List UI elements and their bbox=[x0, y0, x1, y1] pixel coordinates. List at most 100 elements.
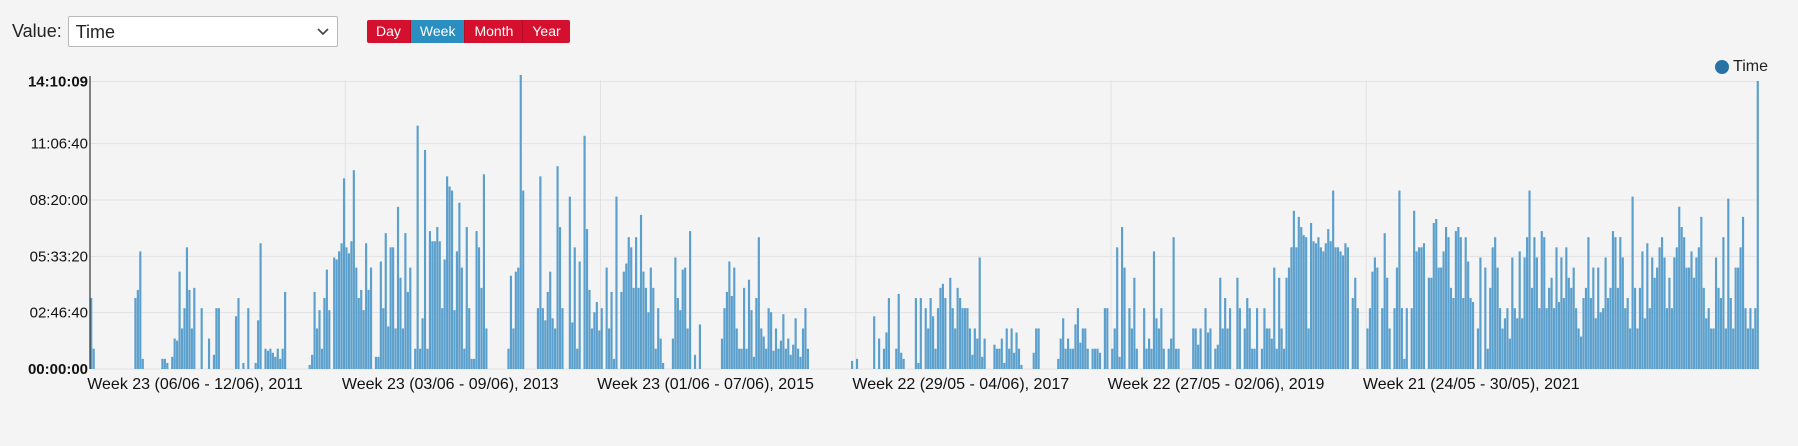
bar bbox=[1339, 251, 1342, 369]
bar bbox=[608, 328, 611, 369]
bar bbox=[1491, 247, 1494, 369]
bar bbox=[1008, 348, 1011, 369]
bar bbox=[585, 229, 589, 369]
bar bbox=[873, 316, 876, 369]
bar bbox=[1020, 364, 1023, 369]
bar bbox=[242, 362, 245, 369]
bar bbox=[1467, 261, 1470, 369]
bar bbox=[1096, 348, 1099, 369]
bar bbox=[743, 287, 746, 369]
bar bbox=[1270, 338, 1273, 369]
bar bbox=[674, 257, 677, 369]
bar bbox=[1457, 227, 1460, 369]
bar bbox=[956, 287, 959, 369]
bar bbox=[1319, 247, 1322, 369]
bar bbox=[360, 289, 363, 369]
bar bbox=[961, 308, 964, 369]
bar bbox=[1275, 348, 1278, 369]
bar bbox=[981, 356, 984, 369]
bar bbox=[1521, 318, 1524, 369]
bar bbox=[578, 261, 581, 369]
bar bbox=[1280, 328, 1283, 369]
bar bbox=[1545, 308, 1548, 369]
year-button[interactable]: Year bbox=[523, 20, 570, 43]
bar bbox=[1692, 277, 1696, 369]
bar bbox=[1405, 308, 1408, 369]
bar bbox=[1111, 348, 1114, 369]
bar bbox=[374, 356, 378, 369]
month-button[interactable]: Month bbox=[465, 20, 524, 43]
bar bbox=[973, 328, 976, 369]
bar bbox=[1287, 267, 1291, 369]
bar bbox=[1501, 328, 1504, 369]
bar bbox=[1614, 237, 1617, 369]
bar bbox=[1255, 308, 1259, 369]
bar bbox=[1334, 247, 1337, 369]
bar bbox=[473, 358, 476, 369]
bar bbox=[760, 328, 763, 369]
y-tick-label: 05:33:20 bbox=[30, 248, 88, 265]
bar bbox=[1437, 267, 1440, 369]
bar bbox=[1059, 338, 1062, 369]
bar bbox=[1246, 298, 1249, 369]
bar bbox=[1417, 247, 1421, 369]
bar bbox=[421, 318, 424, 369]
bar bbox=[1263, 308, 1266, 369]
week-button[interactable]: Week bbox=[410, 20, 466, 43]
bar bbox=[1162, 348, 1165, 369]
bar bbox=[752, 356, 755, 369]
bar bbox=[347, 253, 351, 369]
bar bbox=[1570, 287, 1573, 369]
bar bbox=[1508, 338, 1511, 369]
bar bbox=[1660, 237, 1664, 369]
bar bbox=[789, 354, 792, 369]
bar bbox=[458, 202, 461, 369]
bar bbox=[480, 287, 483, 369]
bar bbox=[642, 271, 645, 369]
bar bbox=[576, 348, 579, 369]
bar bbox=[1177, 348, 1180, 369]
bar bbox=[1616, 287, 1619, 369]
bar bbox=[797, 348, 800, 369]
bar bbox=[212, 354, 216, 369]
bar bbox=[1552, 308, 1556, 369]
bar bbox=[1489, 287, 1492, 369]
bar bbox=[460, 267, 463, 369]
bar bbox=[1398, 190, 1401, 369]
bar bbox=[1170, 338, 1173, 369]
bar bbox=[190, 328, 193, 369]
bar bbox=[1010, 328, 1013, 369]
bar bbox=[1734, 267, 1737, 369]
bar bbox=[733, 267, 736, 369]
bar bbox=[745, 348, 748, 369]
bar bbox=[1152, 251, 1156, 369]
bar bbox=[730, 295, 733, 369]
bar bbox=[1167, 348, 1170, 369]
bar bbox=[1351, 298, 1354, 369]
bar bbox=[649, 267, 652, 369]
bar bbox=[1498, 308, 1502, 369]
bar bbox=[1251, 348, 1254, 369]
bar bbox=[281, 348, 284, 369]
bar bbox=[1336, 247, 1340, 369]
bar bbox=[1533, 237, 1536, 369]
bar bbox=[657, 308, 660, 369]
bar bbox=[1646, 243, 1649, 369]
bar bbox=[1636, 328, 1639, 369]
bar bbox=[433, 241, 436, 369]
bar bbox=[1172, 237, 1175, 369]
bar bbox=[1727, 198, 1730, 369]
bar bbox=[379, 261, 382, 369]
bar bbox=[654, 348, 657, 369]
chart-legend[interactable]: Time bbox=[1715, 58, 1768, 76]
bar bbox=[568, 196, 571, 369]
bar bbox=[1459, 237, 1462, 369]
day-button[interactable]: Day bbox=[367, 20, 411, 43]
bar bbox=[1354, 277, 1357, 369]
bar bbox=[176, 340, 179, 369]
bar bbox=[755, 298, 758, 369]
bar bbox=[1638, 287, 1642, 369]
value-select[interactable]: Time bbox=[67, 15, 338, 47]
bar bbox=[1253, 348, 1256, 369]
bar bbox=[1356, 308, 1359, 369]
